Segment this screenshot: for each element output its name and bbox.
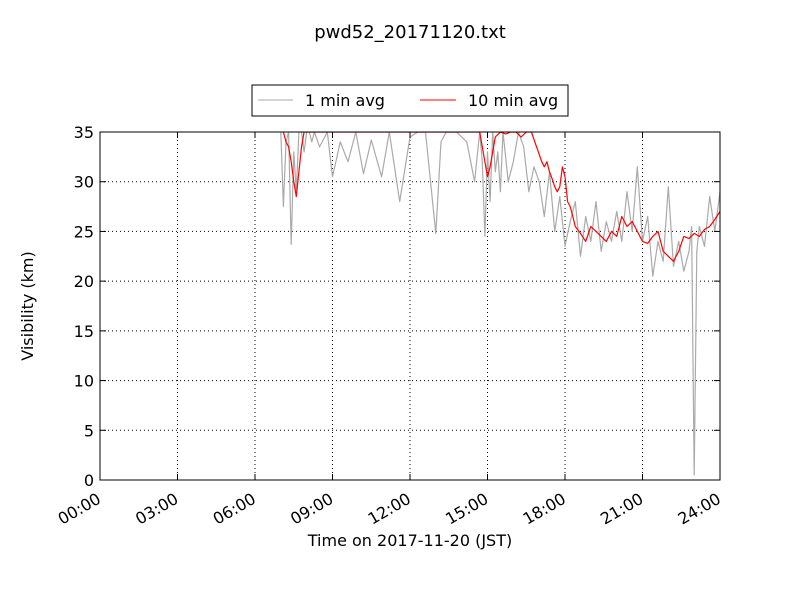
y-tick-label: 30 [74, 173, 94, 192]
x-tick-label: 12:00 [365, 489, 414, 529]
x-tick-label: 06:00 [210, 489, 259, 529]
y-tick-label: 20 [74, 272, 94, 291]
x-tick-label: 21:00 [597, 489, 646, 529]
series-line-1 [282, 132, 720, 262]
y-tick-label: 10 [74, 372, 94, 391]
x-tick-label: 15:00 [442, 489, 491, 529]
legend-box [251, 84, 569, 117]
y-axis-label: Visibility (km) [18, 251, 37, 360]
y-tick-label: 25 [74, 222, 94, 241]
axis-ticks: 00:00 03:00 06:00 09:00 12:00 15:00 18:00 21:00… [55, 123, 724, 529]
plot-area [280, 132, 720, 476]
legend: 1 min avg 10 min avg [251, 84, 569, 117]
y-tick-label: 15 [74, 322, 94, 341]
series-line-0 [280, 132, 720, 476]
x-tick-label: 24:00 [675, 489, 724, 529]
y-tick-label: 5 [84, 421, 94, 440]
chart-title: pwd52_20171120.txt [314, 22, 506, 43]
y-tick-label: 0 [84, 471, 94, 490]
x-tick-label: 18:00 [520, 489, 569, 529]
grid [100, 132, 720, 480]
legend-label-10min: 10 min avg [468, 91, 558, 110]
y-tick-label: 35 [74, 123, 94, 142]
x-tick-label: 00:00 [55, 489, 104, 529]
x-tick-label: 09:00 [287, 489, 336, 529]
x-tick-label: 03:00 [132, 489, 181, 529]
x-axis-label: Time on 2017-11-20 (JST) [307, 531, 512, 550]
legend-label-1min: 1 min avg [305, 91, 385, 110]
